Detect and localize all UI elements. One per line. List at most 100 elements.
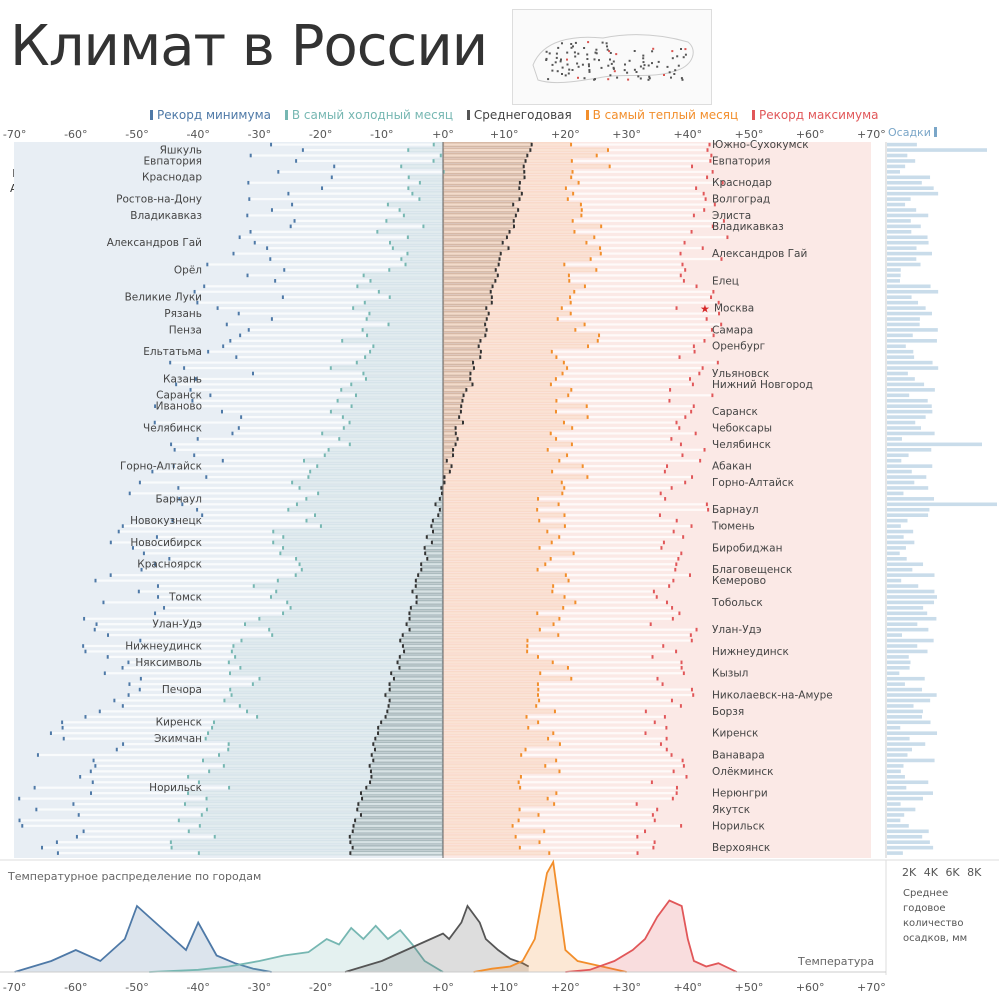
map-city-dot[interactable] <box>573 51 576 54</box>
map-city-dot[interactable] <box>624 63 626 66</box>
map-city-dot[interactable] <box>606 48 609 51</box>
map-city-dot[interactable] <box>633 68 636 71</box>
map-city-dot[interactable] <box>587 63 590 66</box>
map-city-dot[interactable] <box>577 65 580 68</box>
map-city-dot[interactable] <box>594 51 597 54</box>
map-city-dot[interactable] <box>561 66 564 69</box>
map-city-dot[interactable] <box>577 76 579 79</box>
map-city-dot[interactable] <box>639 77 642 80</box>
map-city-dot[interactable] <box>595 48 598 51</box>
map-city-dot[interactable] <box>574 55 577 58</box>
map-city-dot[interactable] <box>588 70 591 73</box>
map-city-dot[interactable] <box>628 59 631 62</box>
map-city-dot[interactable] <box>564 74 567 77</box>
legend-coldest-month[interactable]: В самый холодный месяц <box>284 108 453 122</box>
map-city-dot[interactable] <box>680 48 682 50</box>
map-city-dot[interactable] <box>612 66 615 69</box>
map-city-dot[interactable] <box>682 56 685 59</box>
map-city-dot[interactable] <box>586 58 589 60</box>
map-city-dot[interactable] <box>570 46 573 49</box>
map-city-dot[interactable] <box>610 62 613 65</box>
map-city-dot[interactable] <box>671 57 674 60</box>
map-city-dot[interactable] <box>616 76 619 79</box>
map-city-dot[interactable] <box>648 75 651 78</box>
map-city-dot[interactable] <box>606 45 608 48</box>
map-city-dot[interactable] <box>557 46 560 49</box>
map-city-dot[interactable] <box>684 48 687 51</box>
map-city-dot[interactable] <box>600 66 603 69</box>
map-city-dot[interactable] <box>545 50 548 53</box>
map-city-dot[interactable] <box>642 67 645 70</box>
map-city-dot[interactable] <box>555 52 558 55</box>
map-city-dot[interactable] <box>670 76 672 79</box>
map-city-dot[interactable] <box>626 71 629 74</box>
map-city-dot[interactable] <box>594 78 596 81</box>
city-search-input[interactable]: All <box>10 182 24 195</box>
map-city-dot[interactable] <box>633 50 636 52</box>
map-city-dot[interactable] <box>609 74 612 77</box>
map-city-dot[interactable] <box>609 58 611 61</box>
map-city-dot[interactable] <box>561 73 563 75</box>
map-city-dot[interactable] <box>623 69 626 72</box>
map-city-dot[interactable] <box>566 51 569 54</box>
map-city-dot[interactable] <box>547 78 550 81</box>
map-city-dot[interactable] <box>671 50 674 53</box>
map-city-dot[interactable] <box>647 64 650 67</box>
map-city-dot[interactable] <box>593 58 596 61</box>
map-city-dot[interactable] <box>598 59 600 62</box>
map-city-dot[interactable] <box>568 68 571 71</box>
map-city-dot[interactable] <box>586 53 589 56</box>
map-city-dot[interactable] <box>648 77 651 80</box>
map-city-dot[interactable] <box>637 75 640 78</box>
map-city-dot[interactable] <box>545 59 548 61</box>
map-city-dot[interactable] <box>548 52 551 55</box>
map-city-dot[interactable] <box>581 63 584 66</box>
map-city-dot[interactable] <box>666 65 669 68</box>
map-city-dot[interactable] <box>676 55 679 58</box>
map-city-dot[interactable] <box>643 64 646 67</box>
map-city-dot[interactable] <box>684 53 687 56</box>
map-city-dot[interactable] <box>566 63 569 66</box>
map-city-dot[interactable] <box>642 61 645 64</box>
map-city-dot[interactable] <box>657 60 660 63</box>
map-city-dot[interactable] <box>588 65 590 68</box>
map-city-dot[interactable] <box>642 57 645 60</box>
map-city-dot[interactable] <box>663 74 665 76</box>
map-city-dot[interactable] <box>605 42 608 45</box>
city-map[interactable] <box>512 9 712 105</box>
map-city-dot[interactable] <box>677 64 680 67</box>
map-city-dot[interactable] <box>668 71 671 74</box>
map-city-dot[interactable] <box>545 57 548 60</box>
map-city-dot[interactable] <box>570 43 573 45</box>
map-city-dot[interactable] <box>576 62 579 65</box>
map-city-dot[interactable] <box>551 69 554 72</box>
map-city-dot[interactable] <box>627 78 630 81</box>
map-city-dot[interactable] <box>652 47 655 50</box>
map-city-dot[interactable] <box>635 71 638 73</box>
map-city-dot[interactable] <box>556 70 559 73</box>
map-city-dot[interactable] <box>673 73 676 75</box>
map-city-dot[interactable] <box>583 47 586 49</box>
map-city-dot[interactable] <box>607 64 610 67</box>
legend-record-max[interactable]: Рекорд максимума <box>751 108 879 122</box>
map-city-dot[interactable] <box>642 54 645 57</box>
map-city-dot[interactable] <box>551 63 554 66</box>
map-city-dot[interactable] <box>647 78 650 81</box>
map-city-dot[interactable] <box>674 69 677 72</box>
map-city-dot[interactable] <box>571 69 574 71</box>
map-city-dot[interactable] <box>574 41 577 44</box>
map-city-dot[interactable] <box>656 65 659 68</box>
map-city-dot[interactable] <box>609 52 612 54</box>
map-city-dot[interactable] <box>615 53 618 56</box>
legend-annual-mean[interactable]: Среднегодовая <box>466 108 572 122</box>
map-city-dot[interactable] <box>651 50 654 53</box>
map-city-dot[interactable] <box>567 72 570 75</box>
map-city-dot[interactable] <box>612 67 615 70</box>
map-city-dot[interactable] <box>566 58 568 61</box>
map-city-dot[interactable] <box>612 60 615 63</box>
map-city-dot[interactable] <box>588 69 591 71</box>
map-city-dot[interactable] <box>583 77 586 80</box>
map-city-dot[interactable] <box>555 56 558 59</box>
map-city-dot[interactable] <box>607 78 610 81</box>
map-city-dot[interactable] <box>639 65 642 68</box>
